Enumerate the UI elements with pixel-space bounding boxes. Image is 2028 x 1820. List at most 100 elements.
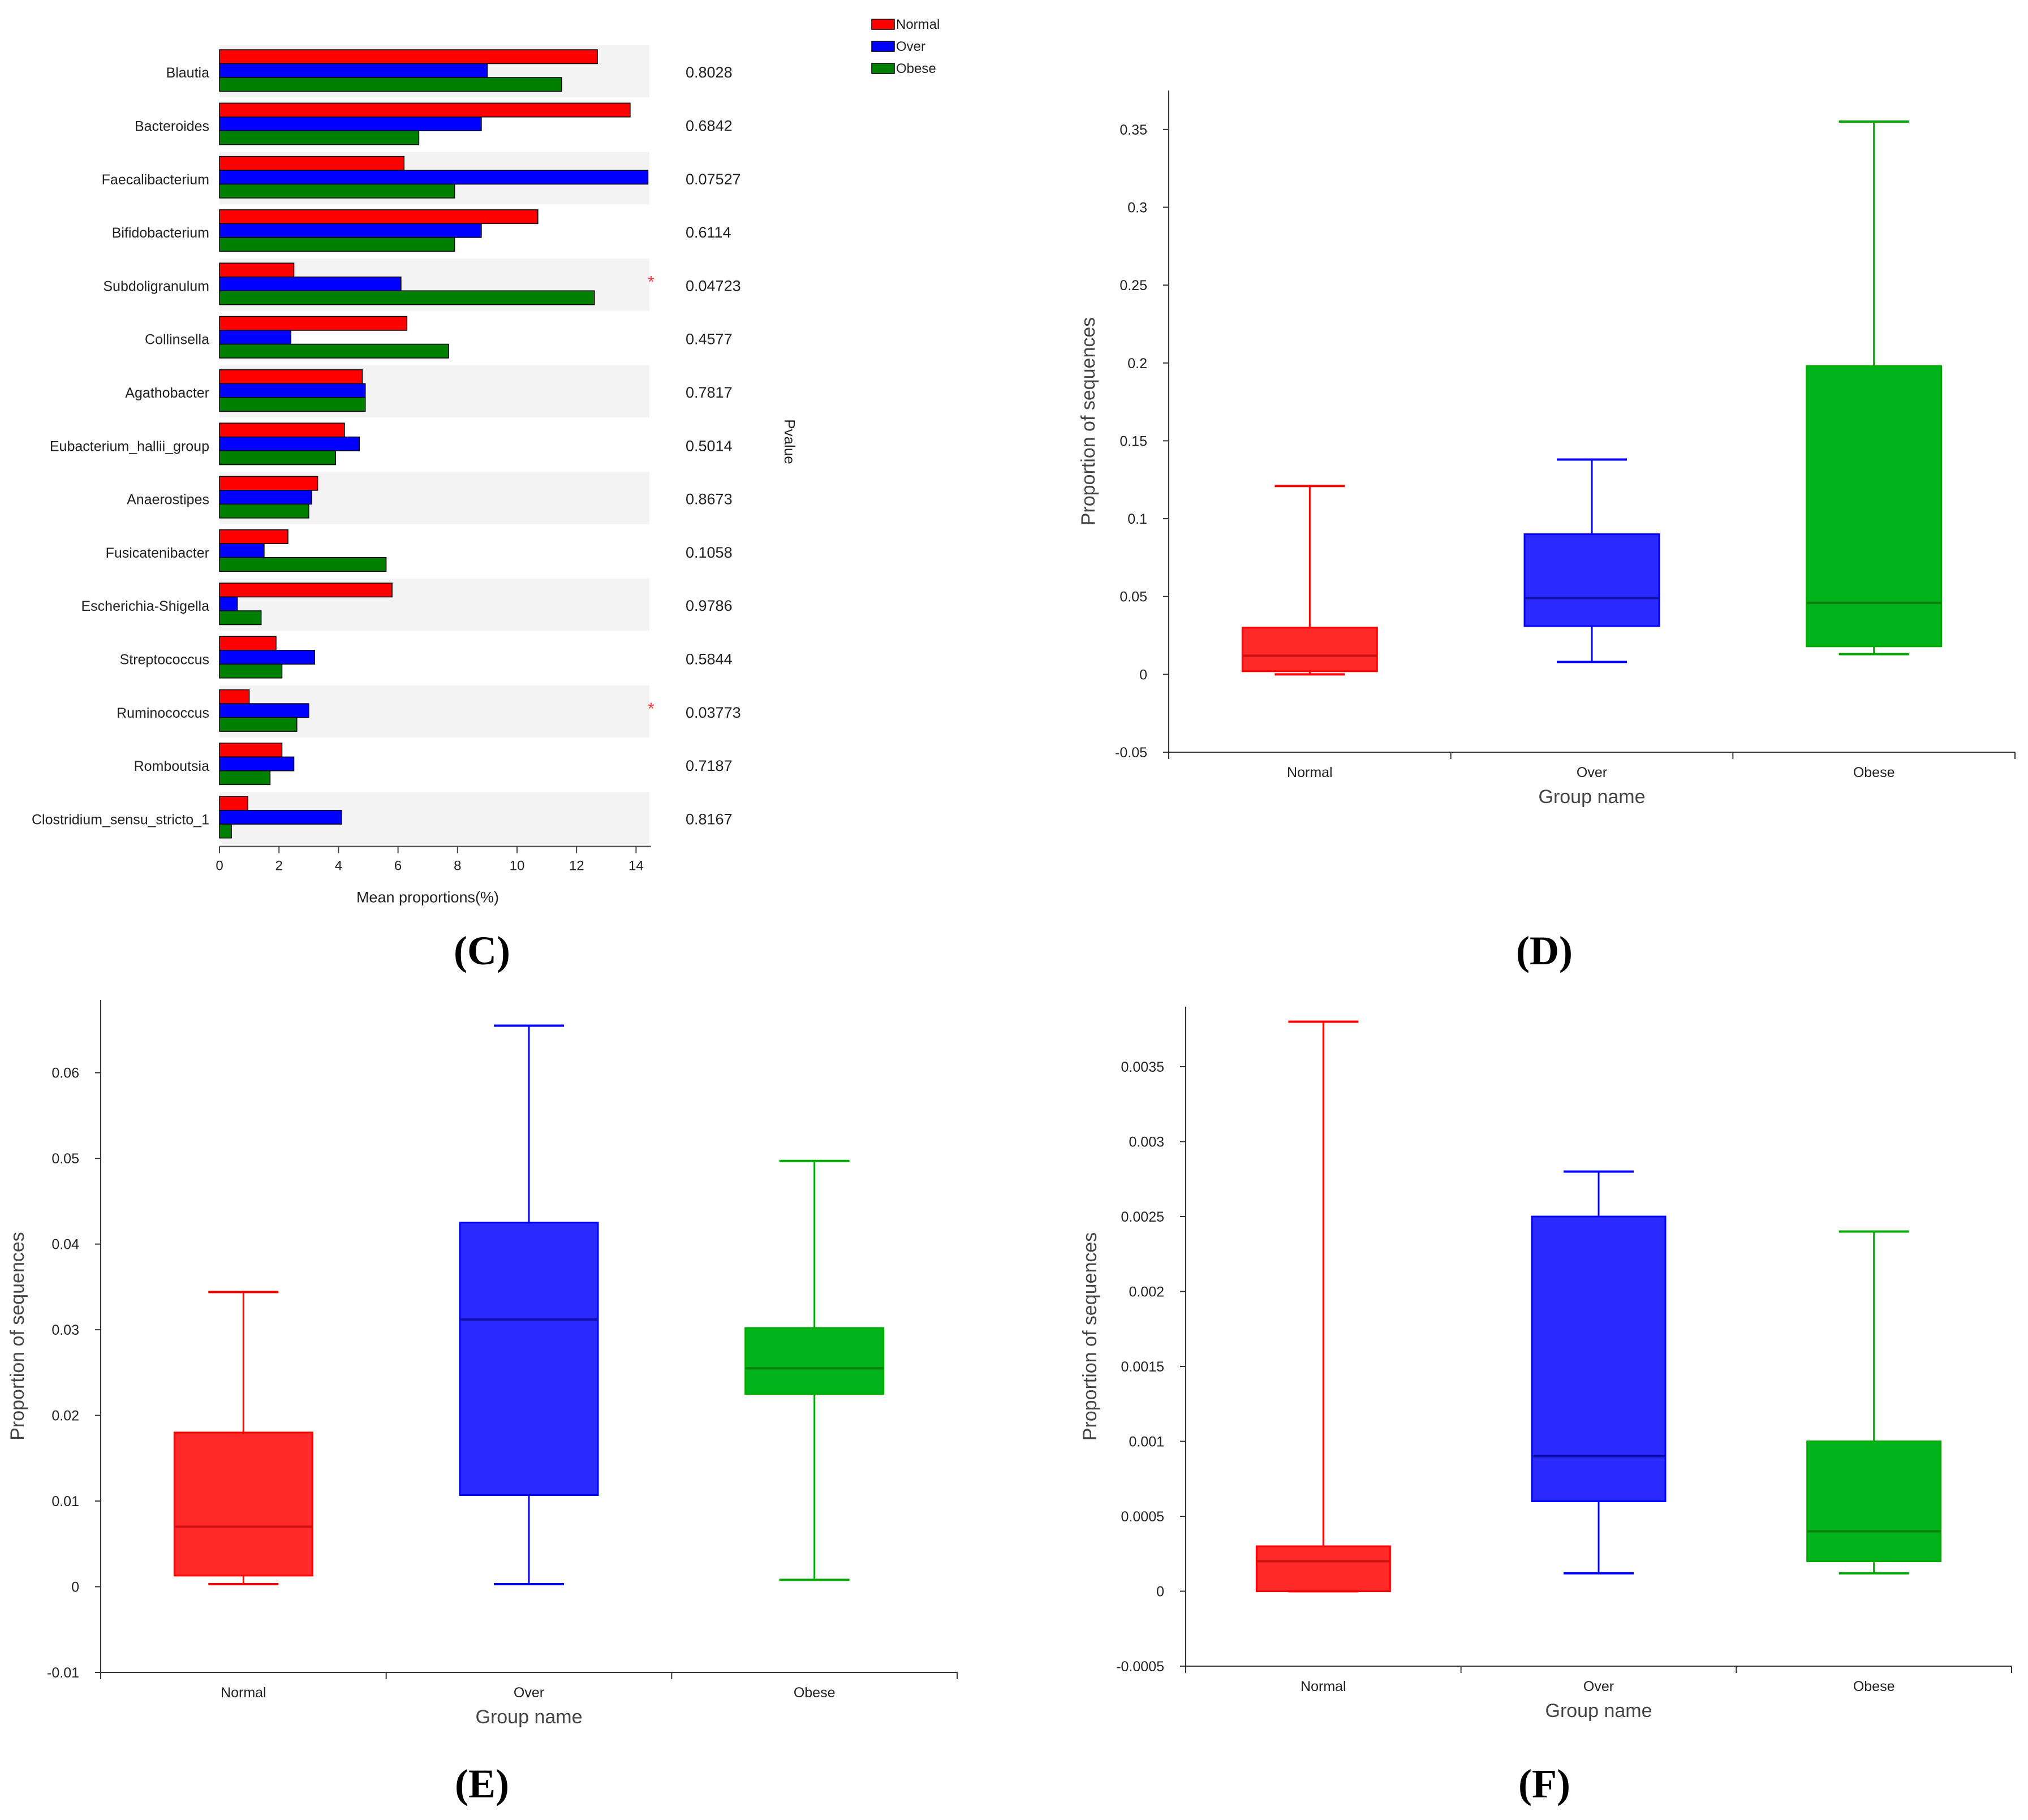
bar-over bbox=[219, 63, 488, 78]
bar-over bbox=[219, 436, 360, 451]
y-tick-label: 0.03 bbox=[51, 1322, 79, 1338]
pvalue-label: 0.04723 bbox=[686, 277, 741, 294]
bar-over bbox=[219, 809, 342, 825]
bar-obese bbox=[219, 557, 387, 572]
category-label: Fusicatenibacter bbox=[106, 545, 209, 561]
legend-label: Obese bbox=[896, 61, 936, 76]
x-axis-title: Group name bbox=[476, 1706, 583, 1728]
bar-normal bbox=[219, 743, 283, 758]
x-category-label: Normal bbox=[1287, 765, 1333, 780]
x-category-label: Over bbox=[1577, 765, 1607, 780]
y-tick-label: 0.05 bbox=[1120, 589, 1147, 605]
panel-d-box-plot: -0.05 0 0.05 0.1 0.15 0.2 0.25 0.3 0.35 Normal Ove… bbox=[1078, 90, 2016, 808]
panel-label-f: (F) bbox=[1518, 1761, 1570, 1806]
significance-star: * bbox=[648, 700, 655, 718]
panel-label-e: (E) bbox=[455, 1761, 509, 1806]
bar-over bbox=[219, 170, 649, 185]
bar-over bbox=[219, 117, 482, 132]
x-axis-title: Group name bbox=[1545, 1700, 1652, 1722]
category-label: Subdoligranulum bbox=[103, 278, 209, 294]
category-label: Eubacterium_hallii_group bbox=[50, 438, 209, 454]
significance-star: * bbox=[648, 273, 655, 291]
box-over bbox=[459, 1222, 599, 1496]
bar-normal bbox=[219, 156, 404, 171]
category-label: Bacteroides bbox=[135, 118, 209, 134]
x-axis-title: Group name bbox=[1539, 786, 1646, 808]
panel-label-d: (D) bbox=[1516, 928, 1573, 973]
bar-normal bbox=[219, 369, 363, 385]
y-tick-label: 0.04 bbox=[51, 1237, 79, 1253]
y-axis-title: Proportion of sequences bbox=[1079, 1232, 1101, 1441]
x-tick-label: 4 bbox=[335, 859, 342, 874]
pvalue-label: 0.6114 bbox=[686, 224, 731, 241]
x-category-label: Obese bbox=[1853, 1679, 1895, 1694]
bar-over bbox=[219, 703, 309, 718]
panel-label-c: (C) bbox=[454, 928, 510, 973]
y-tick-label: 0 bbox=[71, 1580, 79, 1595]
box-over bbox=[1523, 533, 1660, 627]
box-normal bbox=[1255, 1545, 1391, 1592]
bar-over bbox=[219, 276, 402, 291]
x-category-label: Normal bbox=[1301, 1679, 1346, 1694]
y-tick-label: 0.05 bbox=[51, 1151, 79, 1167]
x-category-label: Over bbox=[514, 1685, 544, 1701]
legend-label: Normal bbox=[896, 17, 940, 32]
y-tick-label: 0.2 bbox=[1127, 356, 1147, 372]
y-tick-label: 0.3 bbox=[1127, 200, 1147, 215]
x-axis-title: Mean proportions(%) bbox=[356, 889, 499, 906]
x-tick-label: 14 bbox=[628, 859, 644, 874]
panel-c-bar-chart: Blautia 0.8028 Bacteroides 0.6842 Faecalibac… bbox=[32, 17, 940, 906]
bar-obese bbox=[219, 770, 271, 786]
bar-over bbox=[219, 756, 295, 771]
bar-obese bbox=[219, 130, 420, 145]
category-label: Collinsella bbox=[145, 332, 209, 348]
bar-obese bbox=[219, 823, 232, 839]
panel-f-box-plot: -0.0005 0 0.0005 0.001 0.0015 0.002 0.0025 0.00… bbox=[1079, 1007, 2012, 1722]
category-label: Bifidobacterium bbox=[112, 225, 209, 241]
legend-swatch-normal bbox=[871, 19, 895, 30]
bar-normal bbox=[219, 529, 289, 544]
bar-normal bbox=[219, 422, 345, 438]
bar-over bbox=[219, 596, 238, 611]
pvalue-label: 0.9786 bbox=[686, 597, 733, 614]
box-normal bbox=[173, 1431, 313, 1577]
y-tick-label: 0.02 bbox=[51, 1408, 79, 1424]
pvalue-label: 0.5844 bbox=[686, 650, 733, 667]
pvalue-label: 0.8167 bbox=[686, 810, 733, 827]
box-over bbox=[1531, 1215, 1667, 1502]
bar-normal bbox=[219, 209, 539, 225]
bar-obese bbox=[219, 343, 449, 359]
legend-label: Over bbox=[896, 39, 925, 54]
bar-over bbox=[219, 543, 265, 558]
pvalue-label: 0.8673 bbox=[686, 491, 733, 508]
y-tick-label: 0.0035 bbox=[1121, 1059, 1164, 1075]
y-tick-label: 0.0015 bbox=[1121, 1359, 1164, 1375]
bar-obese bbox=[219, 183, 455, 199]
bar-normal bbox=[219, 262, 295, 278]
pvalue-label: 0.5014 bbox=[686, 437, 733, 454]
y-tick-label: -0.01 bbox=[47, 1665, 79, 1681]
legend-swatch-obese bbox=[871, 63, 895, 74]
bar-normal bbox=[219, 49, 598, 64]
bar-obese bbox=[219, 290, 595, 305]
x-category-label: Normal bbox=[221, 1685, 266, 1701]
legend-swatch-over bbox=[871, 41, 895, 52]
bar-obese bbox=[219, 450, 336, 465]
y-tick-label: 0.35 bbox=[1120, 122, 1147, 138]
box-obese bbox=[1806, 365, 1943, 648]
bar-obese bbox=[219, 610, 262, 626]
pvalue-axis-title: Pvalue bbox=[781, 419, 798, 464]
category-label: Romboutsia bbox=[134, 758, 209, 774]
y-tick-label: 0.06 bbox=[51, 1066, 79, 1081]
bar-obese bbox=[219, 663, 283, 679]
pvalue-label: 0.4577 bbox=[686, 331, 733, 348]
y-tick-label: 0 bbox=[1139, 667, 1147, 683]
category-label: Clostridium_sensu_stricto_1 bbox=[32, 812, 209, 827]
box-normal bbox=[1241, 627, 1378, 672]
bar-normal bbox=[219, 689, 250, 704]
bar-obese bbox=[219, 397, 366, 412]
x-tick-label: 2 bbox=[275, 859, 283, 874]
x-tick-label: 6 bbox=[394, 859, 402, 874]
category-label: Anaerostipes bbox=[127, 492, 209, 508]
panel-e-box-plot: -0.01 0 0.01 0.02 0.03 0.04 0.05 0.06 Normal Over… bbox=[7, 1000, 958, 1728]
